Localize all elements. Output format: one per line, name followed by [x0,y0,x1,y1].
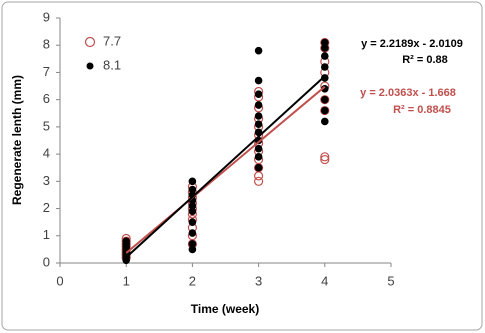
y-axis-title: Regenerate lenth (mm) [10,75,24,205]
y-tick-label: 2 [43,200,50,215]
point [320,154,330,165]
point [320,105,330,116]
point [320,52,329,60]
x-tick-label: 3 [255,273,262,288]
point [188,177,197,186]
y-tick-label: 3 [43,173,50,188]
x-tick-label: 5 [387,273,394,288]
point [188,185,197,194]
x-tick-label: 4 [321,273,328,288]
y-tick-label: 4 [43,146,50,161]
point [320,38,329,47]
point [320,106,329,115]
point [188,218,197,226]
trendline-equation: y = 2.2189x - 2.0109 [361,38,463,50]
point [254,101,263,109]
point [254,144,263,153]
y-tick-label: 0 [43,254,50,269]
y-tick-label: 8 [43,37,50,52]
point [254,120,263,128]
legend-marker [86,62,94,70]
y-tick-label: 9 [43,9,50,24]
point [320,152,330,162]
point [320,117,329,126]
trendline-equation: R² = 0.8845 [393,104,451,116]
trendline [125,75,326,259]
point [254,153,263,161]
y-tick-label: 1 [43,227,50,242]
y-tick-label: 7 [43,64,50,79]
point [188,229,197,237]
point [254,76,263,85]
point [254,176,264,186]
legend-label: 7.7 [103,33,121,48]
trendline-equation: y = 2.0363x - 1.668 [360,87,456,99]
point [320,63,329,71]
point [254,163,263,172]
point [254,46,263,55]
point [254,90,263,99]
point [122,237,131,246]
x-tick-label: 0 [56,273,63,288]
point [320,95,329,104]
trendline-equation: R² = 0.88 [402,54,448,66]
trendline [125,85,326,254]
point [188,240,197,248]
y-tick-label: 6 [43,91,50,106]
x-axis-title: Time (week) [191,302,259,316]
point [320,95,330,105]
y-tick-label: 5 [43,118,50,133]
x-tick-label: 1 [123,273,130,288]
x-tick-label: 2 [189,273,196,288]
legend-marker [84,36,96,48]
point [254,112,263,120]
legend-label: 8.1 [103,57,121,72]
